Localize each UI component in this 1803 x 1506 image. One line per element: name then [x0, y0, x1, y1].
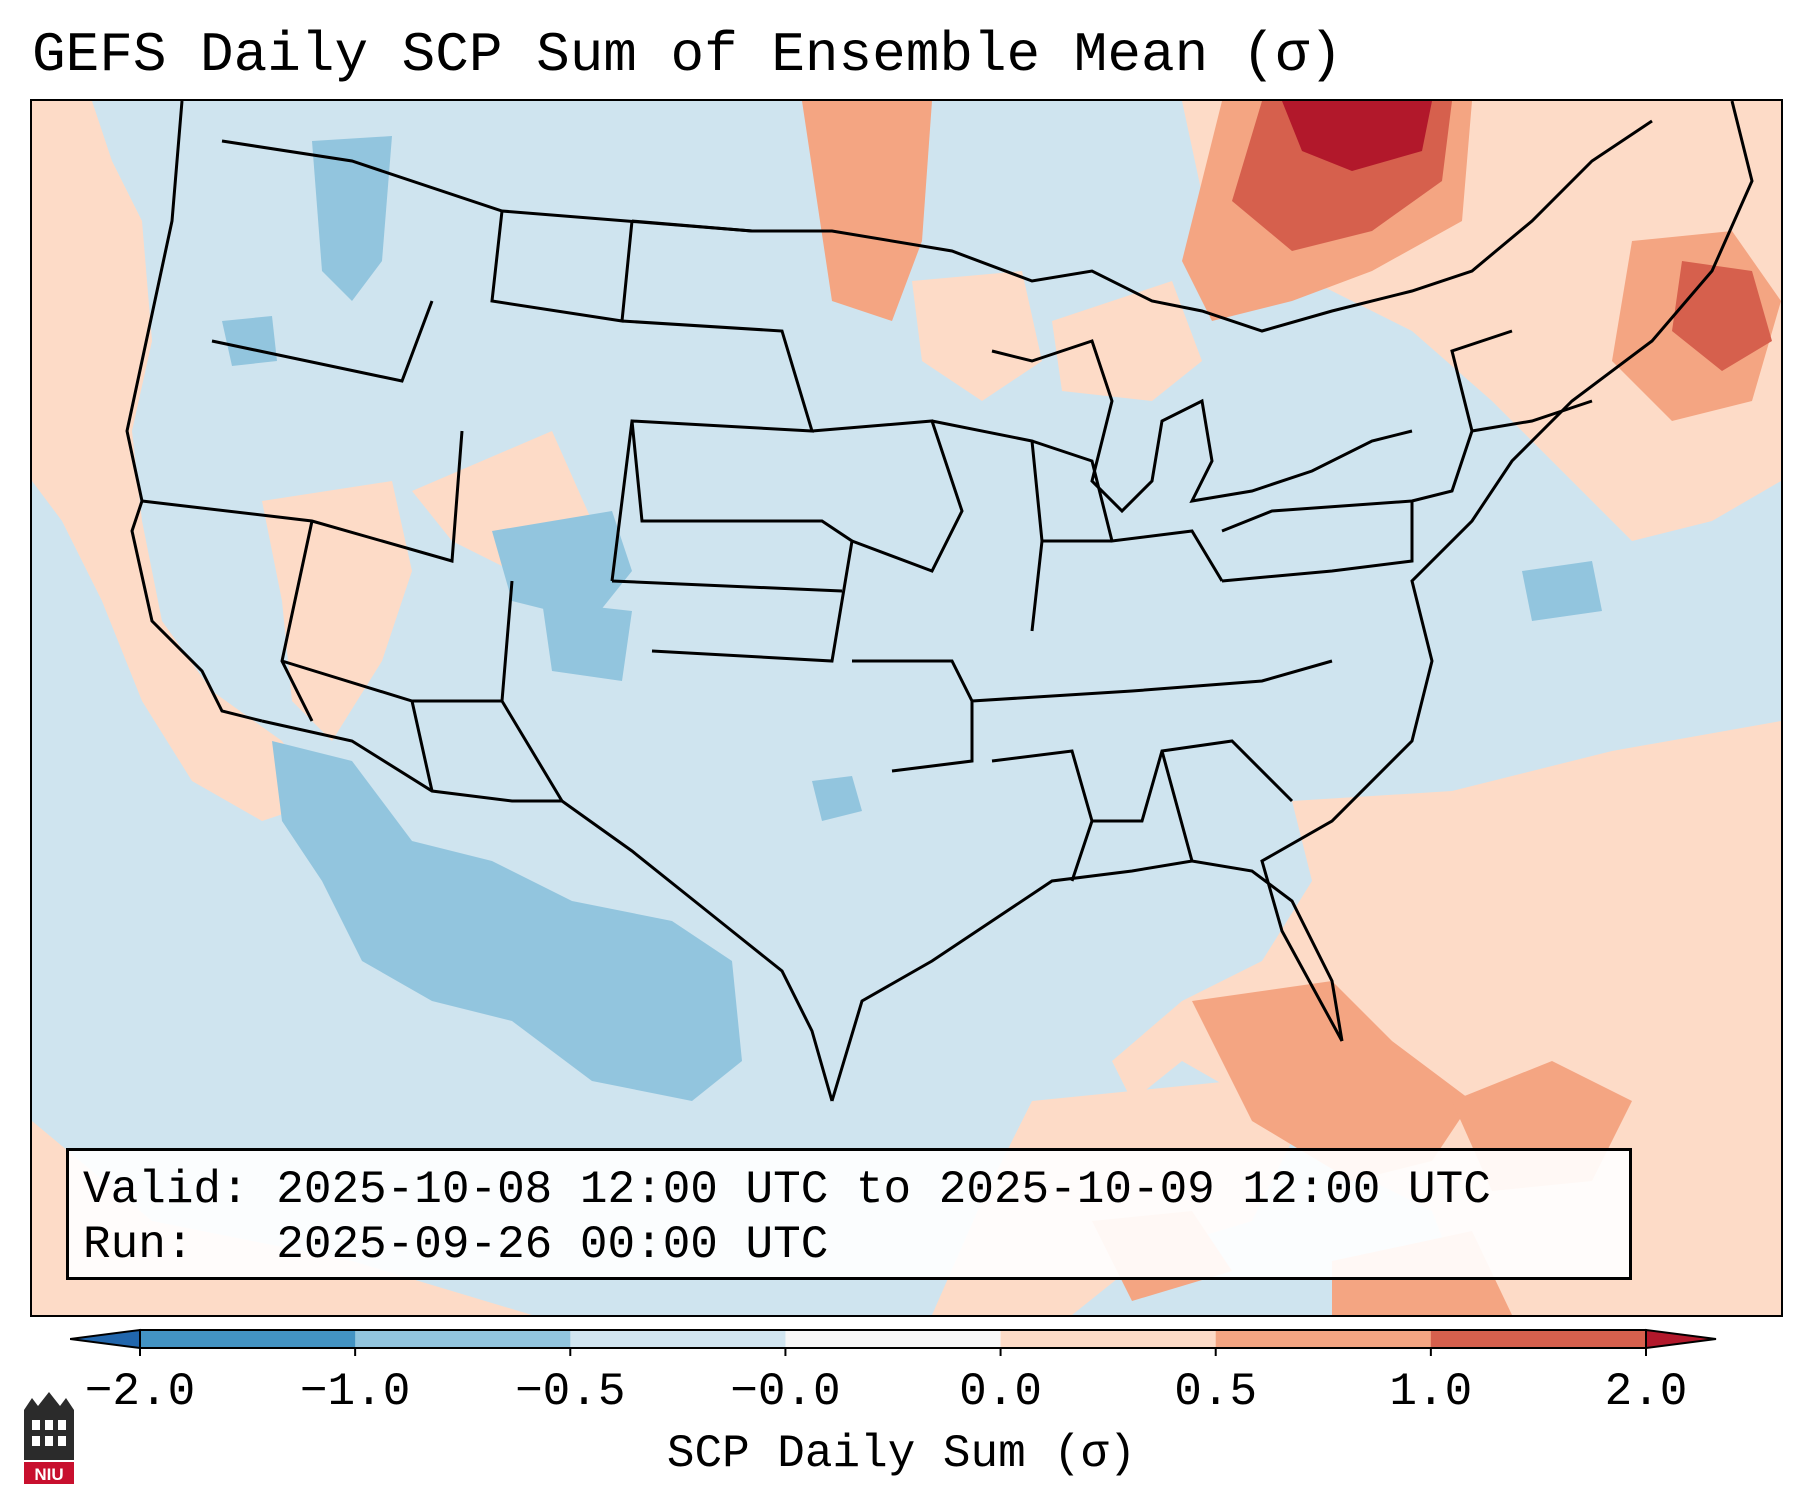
colorbar-segment — [1000, 1330, 1217, 1348]
great-lakes-positive-area — [1052, 281, 1202, 401]
cool-anomaly-fields — [222, 136, 1602, 1101]
valid-time-box: Valid: 2025-10-08 12:00 UTC to 2025-10-0… — [66, 1148, 1632, 1280]
plains-positive-area — [912, 271, 1042, 401]
colorbar-tick-label: 0.0 — [959, 1366, 1042, 1418]
state-lines-south — [852, 659, 1333, 882]
colorbar-segment — [785, 1330, 1002, 1348]
colorbar-tick-label: 2.0 — [1604, 1366, 1688, 1418]
colorbar-frame — [139, 1329, 1647, 1349]
us-west-coast-line — [125, 101, 263, 723]
niu-logo-icon: NIU — [24, 1392, 74, 1484]
map-title: GEFS Daily SCP Sum of Ensemble Mean (σ) — [32, 23, 1343, 87]
montana-moderate-area — [802, 101, 932, 321]
pacific-coast-positive-area — [32, 101, 322, 821]
colorbar-segment — [1430, 1330, 1647, 1348]
florida-moderate-area — [1192, 981, 1472, 1181]
nevada-positive-area — [262, 481, 412, 741]
new-mexico-negative-area — [542, 601, 632, 681]
run-line: Run: 2025-09-26 00:00 UTC — [83, 1219, 829, 1271]
atlantic-coast-line — [1260, 101, 1754, 1042]
colorbar-tick-label: −0.0 — [730, 1366, 841, 1418]
colorbar-over-extension — [1645, 1328, 1717, 1350]
atlantic-negative-area — [1522, 561, 1602, 621]
mexico-negative-area — [272, 741, 742, 1101]
warm-anomaly-fields — [32, 101, 1781, 1315]
colorbar-label: SCP Daily Sum (σ) — [666, 1428, 1137, 1480]
map-panel[interactable] — [30, 99, 1783, 1317]
colorado-negative-area — [492, 511, 632, 621]
texas-negative-area — [812, 776, 862, 821]
ontario-extreme-area — [1282, 101, 1432, 171]
colorbar-under-extension — [70, 1328, 141, 1350]
colorbar-ticks — [139, 1348, 1647, 1356]
colorbar-tick-label: 1.0 — [1389, 1366, 1473, 1418]
colorbar-tick-label: 0.5 — [1174, 1366, 1258, 1418]
us-mexico-border-line — [261, 719, 834, 1102]
colorbar-tick-label: −0.5 — [515, 1366, 626, 1418]
colorbar-tick-label: −1.0 — [299, 1366, 411, 1418]
colorbar-segment — [1215, 1330, 1432, 1348]
washington-negative-area — [312, 136, 392, 301]
oregon-negative-area — [222, 316, 277, 366]
valid-line: Valid: 2025-10-08 12:00 UTC to 2025-10-0… — [83, 1164, 1491, 1216]
gulf-coast-line — [830, 859, 1344, 1102]
state-lines-northeast — [1221, 329, 1593, 583]
colorbar-segment — [355, 1330, 571, 1348]
great-lakes-outline — [991, 339, 1413, 514]
colorbar-segments — [70, 1328, 1717, 1350]
state-lines-midwest — [811, 419, 1224, 632]
state-and-country-boundaries — [125, 101, 1754, 1102]
scp-heatmap — [32, 101, 1781, 1315]
niu-logo-text: NIU — [34, 1465, 63, 1484]
state-lines-west — [141, 300, 564, 802]
colorbar-segment — [140, 1330, 356, 1348]
colorbar-segment — [570, 1330, 786, 1348]
colorbar-tick-label: −2.0 — [84, 1366, 196, 1418]
colorbar — [70, 1328, 1717, 1356]
